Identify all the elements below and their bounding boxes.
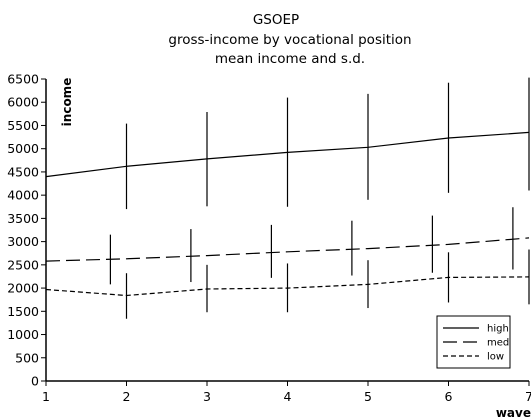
y-tick-label-4500: 4500 xyxy=(7,164,39,179)
y-tick-label-5000: 5000 xyxy=(7,141,39,156)
y-tick-label-6000: 6000 xyxy=(7,95,39,110)
y-tick-label-6500: 6500 xyxy=(7,72,39,87)
x-tick-label-2: 2 xyxy=(123,389,131,404)
legend-label-med: med xyxy=(487,338,509,349)
y-tick-label-3000: 3000 xyxy=(7,234,39,249)
y-tick-label-5500: 5500 xyxy=(7,118,39,133)
chart-title-line-3: mean income and s.d. xyxy=(215,51,365,67)
y-tick-label-0: 0 xyxy=(31,374,39,389)
y-tick-label-1500: 1500 xyxy=(7,304,39,319)
x-tick-label-5: 5 xyxy=(364,389,372,404)
x-tick-label-4: 4 xyxy=(284,389,292,404)
y-tick-label-2000: 2000 xyxy=(7,281,39,296)
chart-title-line-1: GSOEP xyxy=(253,12,299,28)
legend-label-high: high xyxy=(487,324,509,335)
y-tick-label-4000: 4000 xyxy=(7,188,39,203)
legend-label-low: low xyxy=(487,352,504,363)
x-tick-label-3: 3 xyxy=(203,389,211,404)
y-tick-label-3500: 3500 xyxy=(7,211,39,226)
series-line-med xyxy=(45,237,530,262)
plot-area: 0 500 1000 1500 2000 2500 3000 3500 4000 4500 5000… xyxy=(7,72,531,405)
y-tick-label-2500: 2500 xyxy=(7,257,39,272)
y-axis-label: income xyxy=(60,78,74,127)
x-axis-label: wave xyxy=(496,406,531,420)
x-tick-label-6: 6 xyxy=(445,389,453,404)
y-tick-label-500: 500 xyxy=(15,350,39,365)
chart-title-line-2: gross-income by vocational position xyxy=(168,32,411,48)
x-tick-label-7: 7 xyxy=(525,389,531,404)
x-tick-label-1: 1 xyxy=(42,389,50,404)
y-tick-label-1000: 1000 xyxy=(7,327,39,342)
